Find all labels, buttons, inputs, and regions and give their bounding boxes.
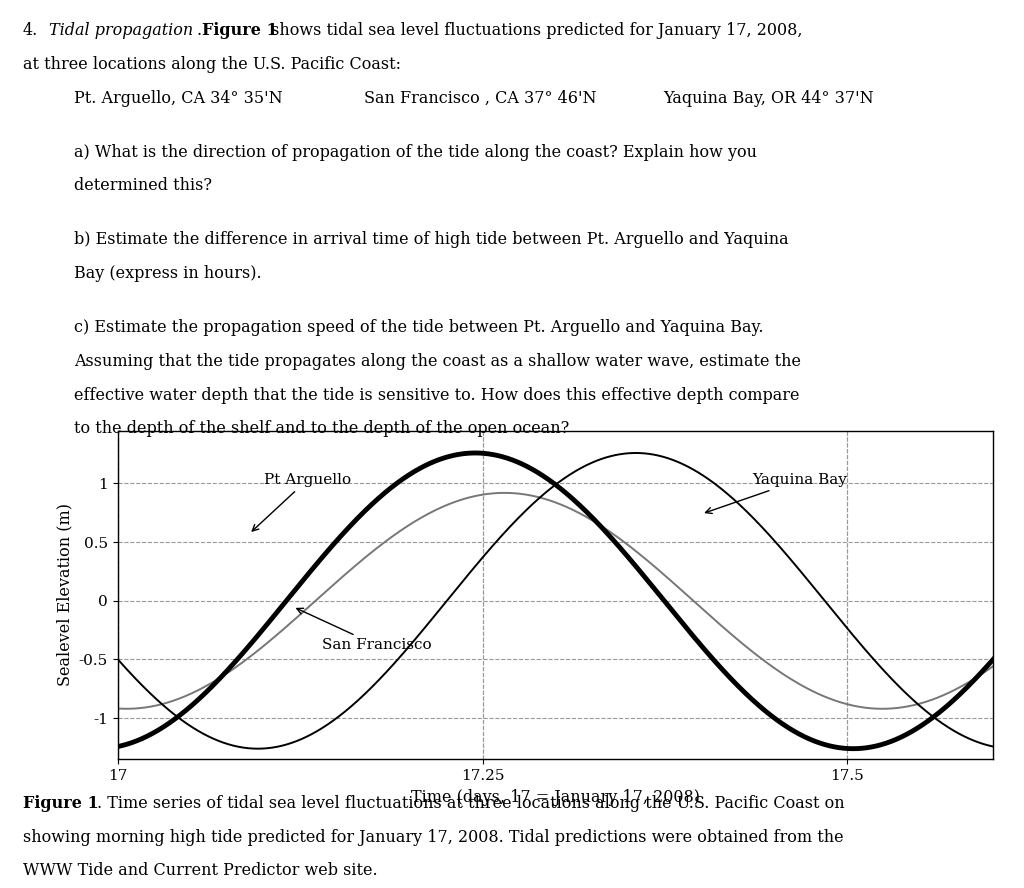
Text: b) Estimate the difference in arrival time of high tide between Pt. Arguello and: b) Estimate the difference in arrival ti… [74,232,788,249]
Text: Pt Arguello: Pt Arguello [252,473,351,531]
Y-axis label: Sealevel Elevation (m): Sealevel Elevation (m) [56,503,74,686]
Text: Yaquina Bay: Yaquina Bay [706,473,848,513]
Text: 4.: 4. [23,22,38,39]
Text: San Francisco: San Francisco [297,608,432,653]
Text: a) What is the direction of propagation of the tide along the coast? Explain how: a) What is the direction of propagation … [74,144,757,161]
Text: shows tidal sea level fluctuations predicted for January 17, 2008,: shows tidal sea level fluctuations predi… [266,22,803,39]
Text: Figure 1: Figure 1 [23,795,98,812]
Text: Assuming that the tide propagates along the coast as a shallow water wave, estim: Assuming that the tide propagates along … [74,353,801,370]
Text: determined this?: determined this? [74,178,212,194]
Text: showing morning high tide predicted for January 17, 2008. Tidal predictions were: showing morning high tide predicted for … [23,829,843,845]
Text: Figure 1: Figure 1 [202,22,278,39]
X-axis label: Time (days, 17 = January 17, 2008): Time (days, 17 = January 17, 2008) [411,789,700,805]
Text: to the depth of the shelf and to the depth of the open ocean?: to the depth of the shelf and to the dep… [74,420,569,438]
Text: Yaquina Bay, OR 44° 37'N: Yaquina Bay, OR 44° 37'N [664,90,874,107]
Text: San Francisco , CA 37° 46'N: San Francisco , CA 37° 46'N [364,90,596,107]
Text: Bay (express in hours).: Bay (express in hours). [74,266,261,282]
Text: c) Estimate the propagation speed of the tide between Pt. Arguello and Yaquina B: c) Estimate the propagation speed of the… [74,319,763,337]
Text: at three locations along the U.S. Pacific Coast:: at three locations along the U.S. Pacifi… [23,56,400,73]
Text: Pt. Arguello, CA 34° 35'N: Pt. Arguello, CA 34° 35'N [74,90,283,107]
Text: WWW Tide and Current Predictor web site.: WWW Tide and Current Predictor web site. [23,862,377,879]
Text: . Time series of tidal sea level fluctuations at three locations along the U.S. : . Time series of tidal sea level fluctua… [97,795,845,812]
Text: Tidal propagation: Tidal propagation [49,22,194,39]
Text: effective water depth that the tide is sensitive to. How does this effective dep: effective water depth that the tide is s… [74,386,799,404]
Text: .: . [197,22,202,39]
